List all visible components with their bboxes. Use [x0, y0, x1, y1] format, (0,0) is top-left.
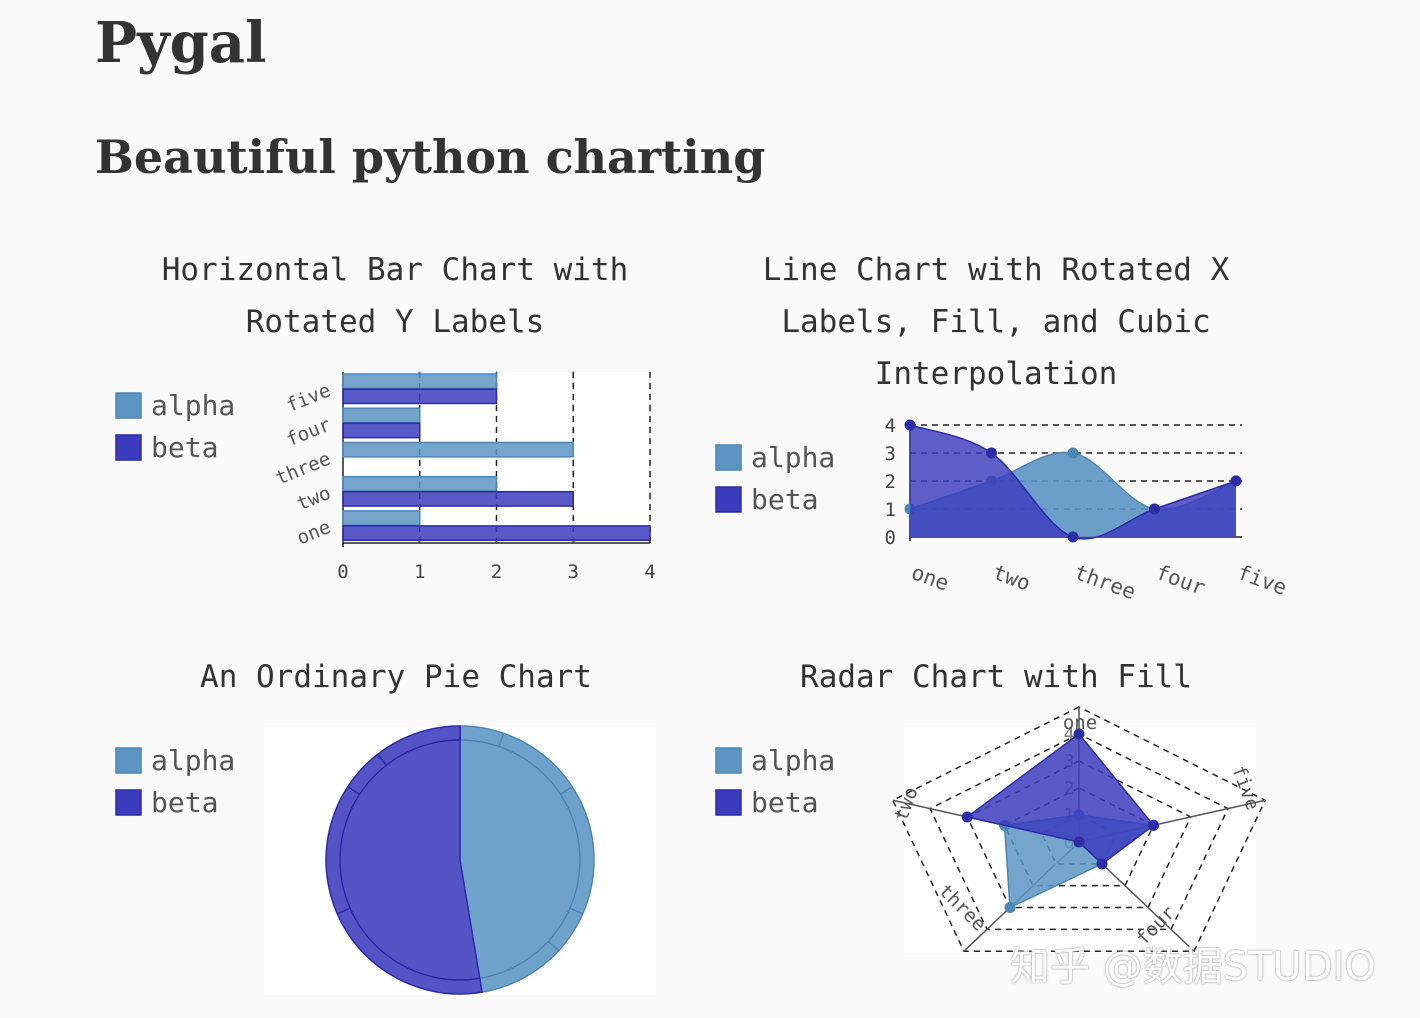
radar-point-beta [1073, 728, 1085, 740]
line-category-label: three [1071, 560, 1139, 604]
line-category-label: four [1153, 560, 1209, 600]
hbar-bar-beta [342, 422, 421, 439]
line-legend-swatch-alpha [715, 444, 742, 471]
radar-title-line: Radar Chart with Fill [800, 659, 1192, 695]
line-legend-label-alpha: alpha [751, 441, 835, 474]
hbar-category-label: two [294, 482, 334, 515]
pie-legend-swatch-beta [115, 789, 142, 816]
line-legend-swatch-beta [715, 486, 742, 513]
radar-legend-swatch-beta [715, 789, 742, 816]
radar-category-label: one [1063, 712, 1097, 734]
line-tick-label: 1 [885, 499, 896, 521]
line-tick-label: 4 [885, 415, 896, 437]
hbar-bar-alpha [342, 475, 498, 492]
hbar-category-label: five [283, 379, 334, 417]
radar-area-beta [965, 732, 1155, 865]
line-category-label: five [1234, 560, 1290, 600]
radar-legend-label-beta: beta [751, 786, 818, 819]
line-tick-label: 0 [885, 527, 896, 549]
radar-point-beta [1096, 858, 1108, 870]
pie-sub-separator-beta [377, 753, 387, 766]
radar-tick-label: 4 [1064, 724, 1075, 745]
pie-slice-beta [325, 725, 483, 995]
hbar-bar-beta [342, 388, 498, 405]
hbar-bar-alpha [342, 407, 421, 424]
pie-sub-separator-alpha [569, 907, 584, 915]
hbar-legend-swatch-alpha [115, 392, 142, 419]
hbar-category-label: four [283, 414, 334, 452]
hbar-bar-beta [342, 490, 574, 507]
pie-sub-separator-alpha [560, 786, 573, 795]
radar-grid-ring [891, 706, 1267, 952]
pie-inner-ring-alpha [459, 739, 581, 980]
hbar-tick-label: 1 [414, 561, 425, 583]
hbar-bar-alpha [342, 510, 421, 526]
hbar-bar-alpha [342, 373, 498, 390]
hbar-title-line: Horizontal Bar Chart with [162, 252, 629, 288]
page-subtitle: Beautiful python charting [95, 130, 766, 184]
line-point-beta [904, 419, 916, 431]
hbar-tick-label: 4 [644, 561, 655, 583]
line-category-label: one [908, 560, 952, 596]
hbar-bar-alpha [342, 441, 574, 458]
line-point-beta [1149, 503, 1160, 515]
radar-point-beta [961, 811, 973, 823]
pie-sub-separator-beta [336, 907, 351, 915]
hbar-bar-beta [342, 525, 651, 542]
line-tick-label: 3 [885, 443, 896, 465]
pie-title-line: An Ordinary Pie Chart [200, 659, 592, 695]
pie-sub-separator-alpha [547, 940, 560, 952]
radar-legend-swatch-alpha [715, 747, 742, 774]
line-point-beta [1230, 475, 1242, 487]
pie-legend-label-alpha: alpha [151, 744, 235, 777]
radar-point-beta [1147, 819, 1159, 831]
radar-point-beta [1073, 836, 1085, 848]
line-tick-label: 2 [885, 471, 896, 493]
line-point-beta [986, 447, 997, 459]
line-title-line: Labels, Fill, and Cubic [781, 304, 1210, 340]
line-legend-label-beta: beta [751, 483, 818, 516]
line-point-beta [1067, 531, 1079, 543]
hbar-tick-label: 3 [568, 561, 579, 583]
page-title: Pygal [95, 10, 267, 76]
hbar-tick-label: 2 [491, 561, 502, 583]
hbar-category-label: one [294, 516, 334, 549]
line-title-line: Interpolation [875, 356, 1118, 392]
hbar-legend-label-beta: beta [151, 431, 218, 464]
line-title-line: Line Chart with Rotated X [763, 252, 1230, 288]
radar-point-alpha [1004, 902, 1016, 914]
hbar-tick-label: 0 [337, 561, 348, 583]
hbar-title-line: Rotated Y Labels [246, 304, 545, 340]
pie-sub-separator-alpha [498, 733, 505, 747]
radar-legend-label-alpha: alpha [751, 744, 835, 777]
hbar-legend-label-alpha: alpha [151, 389, 235, 422]
pie-legend-swatch-alpha [115, 747, 142, 774]
pie-sub-separator-beta [347, 786, 360, 795]
hbar-legend-swatch-beta [115, 434, 142, 461]
pie-inner-ring-beta [339, 739, 480, 981]
watermark-text: 知乎 @数据STUDIO [1010, 944, 1376, 990]
pie-legend-label-beta: beta [151, 786, 218, 819]
line-point-alpha [1067, 447, 1079, 459]
line-category-label: two [990, 560, 1034, 596]
